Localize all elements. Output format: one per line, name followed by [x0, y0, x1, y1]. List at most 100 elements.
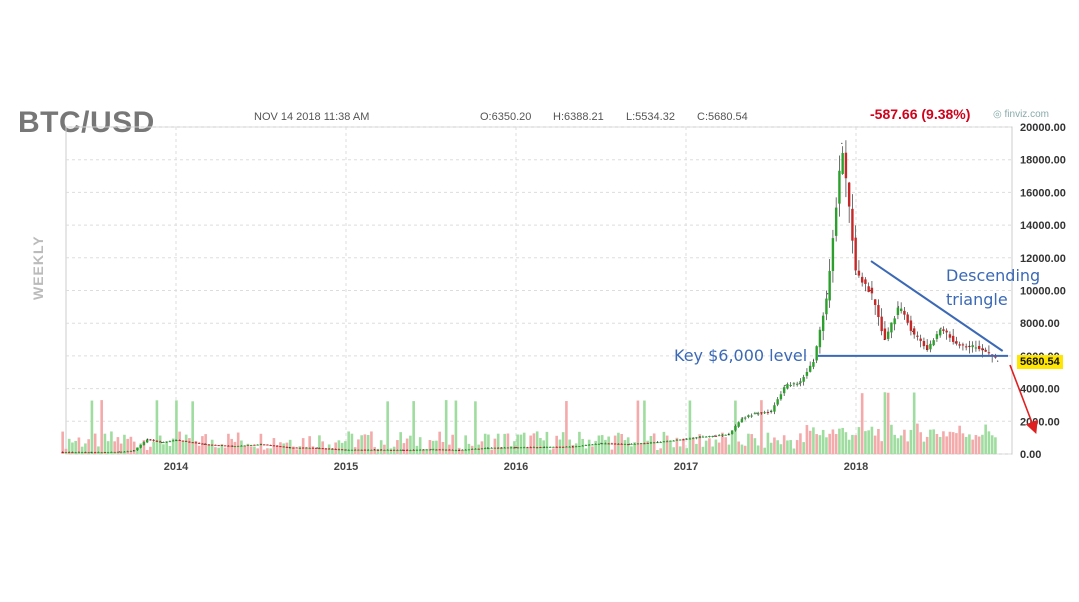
volume-bar: [493, 438, 497, 454]
candle-body: [646, 442, 649, 444]
volume-bar: [418, 437, 422, 454]
price-point: [373, 449, 375, 451]
candle-body: [64, 452, 68, 454]
volume-bar: [139, 443, 142, 454]
candle-body: [711, 436, 714, 438]
candle-body: [168, 441, 172, 443]
volume-bar: [958, 425, 961, 454]
volume-bar: [919, 432, 922, 454]
candle-body: [919, 338, 922, 341]
y-tick-label: 18000.00: [1020, 155, 1066, 167]
price-point: [841, 142, 843, 144]
candle-body: [643, 443, 646, 445]
candle-body: [578, 445, 581, 447]
volume-bar: [704, 440, 708, 454]
candle-body: [74, 452, 77, 454]
volume-bar: [298, 446, 302, 454]
candle-body: [158, 441, 162, 443]
candle-body: [87, 452, 90, 454]
price-point: [147, 438, 149, 440]
volume-bar: [535, 431, 539, 454]
volume-bar: [587, 439, 591, 454]
volume-bar: [321, 441, 324, 454]
volume-bar: [201, 436, 204, 454]
price-point: [812, 360, 815, 362]
candle-body: [288, 447, 292, 449]
volume-bar: [249, 446, 253, 454]
candle-body: [591, 444, 594, 446]
candle-body: [795, 383, 799, 385]
volume-bar: [981, 434, 984, 454]
candle-body: [389, 449, 393, 451]
candle-body: [119, 451, 123, 453]
candle-body: [870, 287, 874, 294]
volume-bar: [305, 446, 308, 454]
candle-body: [139, 444, 142, 448]
volume-bar: [84, 443, 87, 454]
volume-bar: [932, 429, 935, 454]
volume-bar: [240, 440, 243, 454]
candle-body: [539, 447, 542, 449]
candle-body: [110, 451, 113, 453]
candle-body: [558, 446, 562, 448]
volume-bar: [506, 433, 510, 454]
volume-bar: [425, 449, 428, 454]
candle-body: [698, 437, 701, 439]
volume-bar: [766, 432, 770, 454]
price-point: [855, 273, 857, 275]
candle-body: [493, 447, 497, 449]
candle-body: [623, 443, 627, 445]
y-tick-label: 4000.00: [1020, 384, 1060, 396]
candle-body: [961, 344, 965, 346]
candle-body: [175, 440, 178, 442]
price-point: [982, 348, 985, 350]
volume-bar: [938, 436, 942, 454]
candle-body: [243, 445, 246, 447]
price-point: [161, 441, 163, 444]
candle-body: [841, 153, 844, 174]
price-point: [883, 338, 885, 341]
volume-bar: [545, 431, 549, 454]
volume-bar: [428, 440, 432, 454]
candle-body: [467, 449, 471, 451]
volume-bar: [961, 433, 965, 454]
candle-body: [379, 449, 383, 451]
candle-body: [399, 449, 402, 451]
volume-bar: [311, 446, 315, 454]
volume-bar: [633, 442, 636, 454]
candle-body: [964, 346, 968, 348]
candle-body: [383, 449, 386, 451]
volume-bar: [490, 449, 493, 454]
volume-bar: [100, 400, 103, 454]
volume-bar: [496, 433, 500, 454]
candle-body: [860, 276, 864, 283]
candle-body: [873, 299, 877, 305]
candle-body: [194, 442, 198, 444]
volume-bar: [656, 449, 659, 454]
volume-bar: [126, 438, 129, 454]
candle-body: [448, 449, 451, 451]
volume-bar: [883, 392, 887, 454]
volume-bar: [181, 440, 185, 454]
volume-bar: [841, 427, 844, 454]
volume-bar: [168, 445, 172, 454]
candle-body: [126, 451, 129, 453]
brand-label[interactable]: ◎ finviz.com: [993, 109, 1049, 120]
volume-bar: [942, 431, 945, 454]
candle-body: [269, 445, 272, 447]
price-point: [869, 289, 871, 292]
volume-bar: [90, 400, 94, 454]
candle-body: [782, 387, 786, 394]
price-point: [62, 451, 64, 453]
volume-bar: [288, 439, 292, 454]
volume-bar: [152, 441, 155, 454]
volume-bar: [925, 436, 929, 454]
candle-body: [275, 445, 279, 447]
volume-bar: [207, 444, 211, 454]
volume-bar: [487, 434, 490, 454]
price-point: [926, 348, 928, 350]
volume-bar: [106, 441, 110, 454]
candle-body: [409, 450, 412, 452]
candle-body: [282, 446, 285, 448]
